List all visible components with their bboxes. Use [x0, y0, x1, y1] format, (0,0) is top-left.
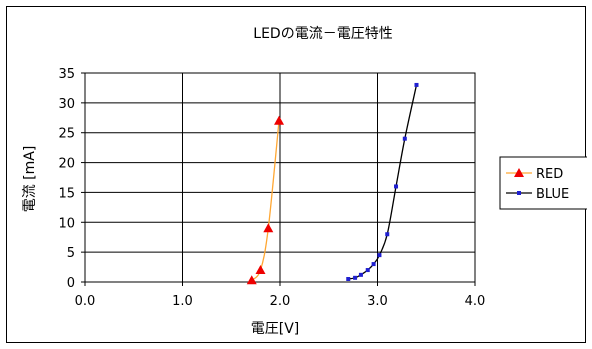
x-tick-label: 2.0: [270, 294, 291, 309]
y-tick-label: 0: [67, 276, 75, 291]
legend-box: [499, 156, 587, 210]
data-point-blue: [394, 184, 399, 189]
series-blue: [346, 82, 419, 282]
legend-label-red: RED: [536, 167, 563, 182]
chart: LEDの電流－電圧特性 0 5 10 15 20 25 30 35 0.0 1.0 2.0 3.0 4.…: [22, 26, 587, 337]
series-red: [246, 115, 285, 285]
chart-title: LEDの電流－電圧特性: [253, 26, 392, 42]
data-point-red: [255, 265, 266, 275]
legend: RED BLUE: [499, 156, 587, 210]
y-tick-label: 25: [58, 127, 75, 142]
y-tick-label: 20: [58, 157, 75, 172]
legend-marker-blue: [517, 191, 521, 195]
data-point-red: [263, 223, 274, 233]
legend-label-blue: BLUE: [536, 187, 569, 202]
chart-frame: LEDの電流－電圧特性 0 5 10 15 20 25 30 35 0.0 1.0 2.0 3.0 4.…: [6, 6, 587, 343]
x-tick-label: 1.0: [172, 294, 193, 309]
x-tick-label: 0.0: [75, 294, 96, 309]
plot-grid: [81, 72, 476, 286]
series-line-blue: [348, 84, 418, 280]
data-point-red: [274, 115, 285, 125]
data-point-blue: [365, 268, 370, 273]
data-point-blue: [402, 136, 407, 141]
data-point-blue: [371, 262, 376, 267]
x-axis-title: 電圧[V]: [251, 321, 300, 337]
data-point-blue: [358, 272, 363, 277]
y-tick-label: 10: [58, 216, 75, 231]
y-axis-title: 電流 [mA]: [22, 146, 38, 213]
series-line-red: [251, 120, 280, 281]
x-tick-label: 4.0: [465, 294, 486, 309]
y-tick-label: 30: [58, 97, 75, 112]
y-tick-label: 5: [67, 246, 75, 261]
y-tick-label: 35: [58, 67, 75, 82]
data-point-red: [246, 275, 257, 285]
legend-marker-red: [514, 168, 524, 177]
tick-labels: 0 5 10 15 20 25 30 35 0.0 1.0 2.0 3.0 4.0: [58, 67, 485, 309]
data-point-blue: [377, 253, 382, 258]
data-point-blue: [414, 82, 419, 87]
y-tick-label: 15: [58, 186, 75, 201]
data-point-blue: [353, 275, 358, 280]
data-point-blue: [346, 277, 351, 282]
data-point-blue: [385, 232, 390, 237]
series-layer: [246, 82, 419, 285]
x-tick-label: 3.0: [367, 294, 388, 309]
